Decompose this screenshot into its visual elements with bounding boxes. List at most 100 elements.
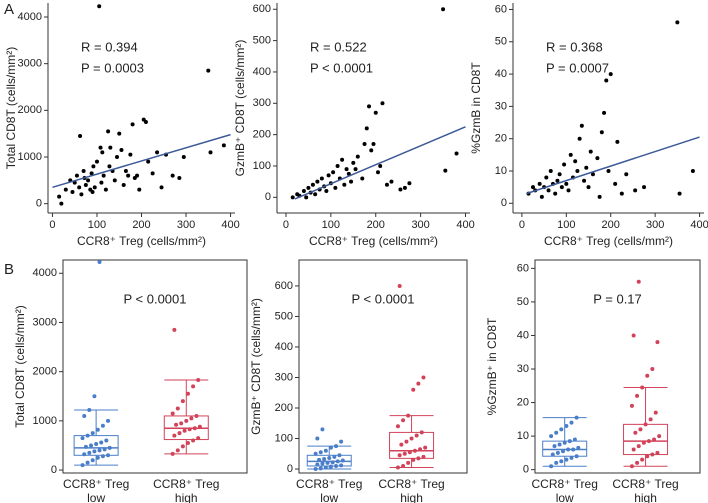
x-tick-label: 300 (646, 219, 664, 231)
scatter-point (544, 175, 549, 180)
data-point (99, 440, 104, 445)
scatter-point (326, 173, 331, 178)
scatter-point (59, 201, 64, 206)
data-point (411, 387, 416, 392)
scatter-point (146, 159, 151, 164)
scatter-point (537, 181, 542, 186)
y-tick-label: 40 (517, 329, 529, 341)
trend-line (52, 133, 231, 189)
data-point (406, 460, 411, 465)
scatter-point (530, 185, 535, 190)
data-point (555, 450, 560, 455)
data-point (409, 436, 414, 441)
data-point (191, 384, 196, 389)
data-point (635, 393, 640, 398)
data-point (650, 367, 655, 372)
y-tick-label: 100 (253, 160, 271, 172)
scatter-point (155, 150, 160, 155)
scatter-point (613, 181, 618, 186)
scatter-point (608, 72, 613, 77)
scatter-point (91, 164, 96, 169)
x-tick-label: CCR8⁺ Treg (532, 477, 598, 491)
scatter-point (100, 150, 105, 155)
data-point (550, 452, 555, 457)
data-point (636, 444, 641, 449)
data-point (327, 456, 332, 461)
plot-frame (534, 259, 701, 474)
scatter-point (98, 145, 103, 150)
data-point (397, 453, 402, 458)
data-point (90, 431, 95, 436)
scatter-point (590, 172, 595, 177)
scatter-point (79, 192, 84, 197)
scatter-point (675, 20, 680, 25)
x-tick-label: CCR8⁺ Treg (63, 477, 129, 491)
data-point (320, 461, 325, 466)
data-point (323, 448, 328, 453)
scatter-point (208, 150, 213, 155)
data-point (650, 452, 655, 457)
data-point (335, 459, 340, 464)
y-tick-label: 500 (275, 310, 293, 322)
y-tick-label: 0 (523, 464, 529, 476)
scatter-point (89, 171, 94, 176)
x-tick-label: high (634, 491, 657, 503)
data-point (180, 444, 185, 449)
data-point (402, 451, 407, 456)
box (389, 431, 435, 459)
y-tick-label: 30 (517, 363, 529, 375)
scatter-point (150, 171, 155, 176)
trend-line (294, 126, 466, 200)
x-tick-label: CCR8⁺ Treg (296, 477, 362, 491)
scatter-point (94, 159, 99, 164)
data-point (100, 454, 105, 459)
annotation: P < 0.0001 (351, 291, 414, 306)
scatter-point (371, 142, 376, 147)
data-point (172, 327, 177, 332)
scatter-point (315, 179, 320, 184)
y-tick-label: 600 (253, 3, 271, 15)
annotation: P = 0.0003 (81, 60, 144, 75)
scatter-point (407, 181, 412, 186)
scatter-point (615, 139, 620, 144)
data-point (640, 385, 645, 390)
data-point (549, 464, 554, 469)
scatter-point (126, 173, 131, 178)
data-point (641, 440, 646, 445)
data-point (653, 410, 658, 415)
data-point (640, 457, 645, 462)
data-point (633, 430, 638, 435)
scatter-point (373, 110, 378, 115)
data-point (192, 426, 197, 431)
data-point (87, 408, 92, 413)
x-tick-label: 200 (602, 219, 620, 231)
scatter-point (402, 185, 407, 190)
scatter-point (389, 179, 394, 184)
scatter-point (90, 190, 95, 194)
data-point (106, 418, 111, 423)
scatter-point (135, 173, 140, 178)
data-point (194, 413, 199, 418)
y-tick-label: 4000 (18, 11, 42, 23)
x-tick-label: 0 (283, 219, 289, 231)
y-axis-label: GzmB⁺ CD8T (cells/mm²) (249, 298, 263, 435)
scatter-point (346, 171, 351, 176)
y-tick-label: 0 (36, 198, 42, 210)
y-axis-label: Total CD8T (cells/mm²) (13, 305, 27, 427)
data-point (320, 427, 325, 432)
data-point (185, 440, 190, 445)
data-point (648, 417, 653, 422)
x-tick-label: 0 (49, 219, 55, 231)
scatter-point (353, 167, 358, 172)
data-point (85, 433, 90, 438)
data-point (557, 442, 562, 447)
scatter-point (604, 78, 609, 83)
scatter-point (107, 164, 112, 169)
scatter-point (619, 191, 624, 196)
data-point (315, 462, 320, 467)
scatter-point (548, 169, 553, 173)
data-point (89, 443, 94, 448)
y-tick-label: 50 (495, 36, 507, 48)
data-point (325, 460, 330, 465)
data-point (328, 464, 333, 469)
